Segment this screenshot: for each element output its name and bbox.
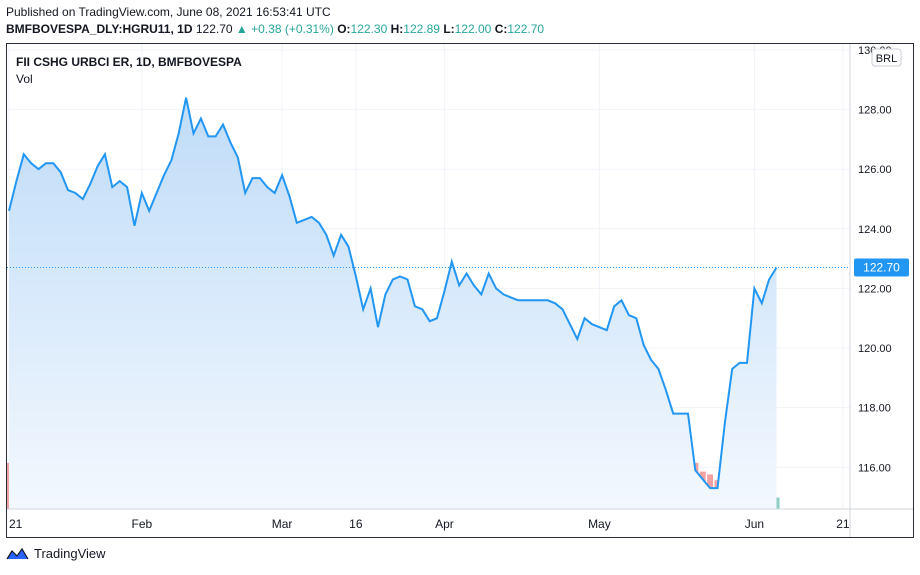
time-tick-label: 21 — [9, 517, 23, 531]
currency-badge[interactable] — [871, 48, 902, 67]
published-line: Published on TradingView.com, June 08, 2… — [6, 5, 331, 19]
symbol-ohlc-line: BMFBOVESPA_DLY:HGRU11, 1D 122.70 ▲ +0.38… — [6, 22, 544, 36]
change-value: +0.38 (+0.31%) — [251, 22, 334, 36]
low-value: 122.00 — [454, 22, 492, 36]
price-tick-label: 116.00 — [858, 462, 891, 474]
volume-indicator-label: Vol — [16, 72, 33, 86]
time-tick-label: Feb — [131, 517, 152, 531]
price-chart[interactable]: 116.00 118.00 120.00 122.00 124.00 126.00 128.… — [7, 44, 913, 537]
price-tick-label: 118.00 — [858, 403, 891, 415]
time-tick-label: May — [588, 517, 611, 531]
tradingview-logo[interactable]: TradingView — [6, 546, 106, 561]
current-price-tag — [854, 258, 909, 277]
close-value: 122.70 — [507, 22, 545, 36]
last-price: 122.70 — [195, 22, 233, 36]
price-axis: 116.00 118.00 120.00 122.00 124.00 126.00 128.… — [858, 45, 892, 474]
currency-label: BRL — [876, 53, 897, 65]
time-tick-label: 21 — [836, 517, 850, 531]
tradingview-logo-icon — [6, 547, 29, 559]
open-value: 122.30 — [350, 22, 388, 36]
time-axis: 21 Feb Mar 16 Apr May Jun 21 — [9, 517, 850, 531]
price-tick-label: 120.00 — [858, 343, 892, 355]
up-arrow-icon: ▲ — [235, 22, 248, 36]
price-tick-label: 126.00 — [858, 164, 892, 176]
high-label: H: — [390, 22, 404, 36]
price-area — [9, 97, 777, 509]
volume-bar — [773, 497, 780, 509]
price-tick-label: 122.00 — [858, 283, 892, 295]
price-tick-label: 124.00 — [858, 224, 892, 236]
chart-title: FII CSHG URBCI ER, 1D, BMFBOVESPA — [16, 55, 242, 69]
open-label: O: — [337, 22, 351, 36]
brand-name: TradingView — [34, 546, 106, 561]
time-tick-label: Mar — [272, 517, 293, 531]
high-value: 122.89 — [403, 22, 440, 36]
symbol-label: BMFBOVESPA_DLY:HGRU11, 1D — [6, 22, 193, 36]
close-label: C: — [494, 22, 508, 36]
low-label: L: — [443, 22, 455, 36]
chart-frame[interactable]: 116.00 118.00 120.00 122.00 124.00 126.00 128.… — [6, 43, 914, 538]
time-tick-label: Apr — [435, 517, 454, 531]
price-tick-label: 128.00 — [858, 105, 892, 117]
price-line — [8, 97, 778, 490]
time-tick-label: Jun — [745, 517, 764, 531]
current-price-label: 122.70 — [863, 261, 900, 275]
time-tick-label: 16 — [349, 517, 363, 531]
